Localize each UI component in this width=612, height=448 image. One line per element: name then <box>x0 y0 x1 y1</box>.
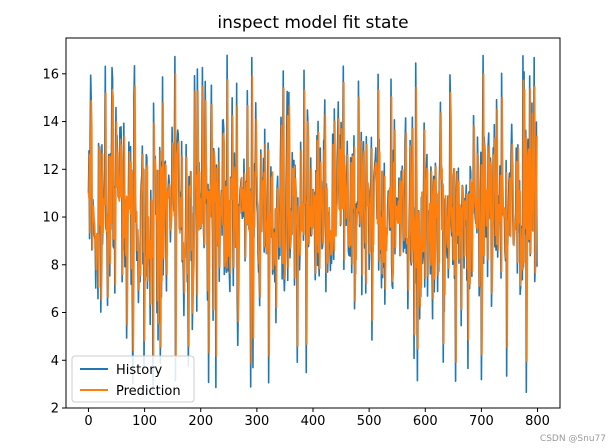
y-tick-label: 2 <box>51 402 59 417</box>
x-tick-label: 500 <box>357 414 382 429</box>
y-tick-label: 12 <box>42 163 59 178</box>
x-tick-label: 200 <box>188 414 213 429</box>
x-tick-label: 600 <box>413 414 438 429</box>
y-tick-label: 10 <box>42 211 59 226</box>
x-tick-label: 300 <box>244 414 269 429</box>
x-tick-label: 800 <box>525 414 550 429</box>
y-tick-label: 14 <box>42 115 59 130</box>
chart-title: inspect model fit state <box>217 13 408 33</box>
y-tick-label: 16 <box>42 67 59 82</box>
y-tick-label: 4 <box>51 354 59 369</box>
y-tick-label: 6 <box>51 306 59 321</box>
x-tick-label: 700 <box>469 414 494 429</box>
axes-layer: 0 100 200 300 400 500 600 700 800 2 4 6 8 10 12 14 16 <box>42 37 561 429</box>
watermark: CSDN @Snu77 <box>539 434 606 444</box>
series-layer <box>87 54 538 394</box>
x-tick-label: 100 <box>132 414 157 429</box>
legend: History Prediction <box>71 355 195 403</box>
x-tick-label: 0 <box>84 414 92 429</box>
x-tick-label: 400 <box>301 414 326 429</box>
y-tick-label: 8 <box>51 258 59 273</box>
legend-label: History <box>116 363 163 378</box>
series-line-prediction <box>87 72 538 365</box>
legend-label: Prediction <box>116 384 181 399</box>
